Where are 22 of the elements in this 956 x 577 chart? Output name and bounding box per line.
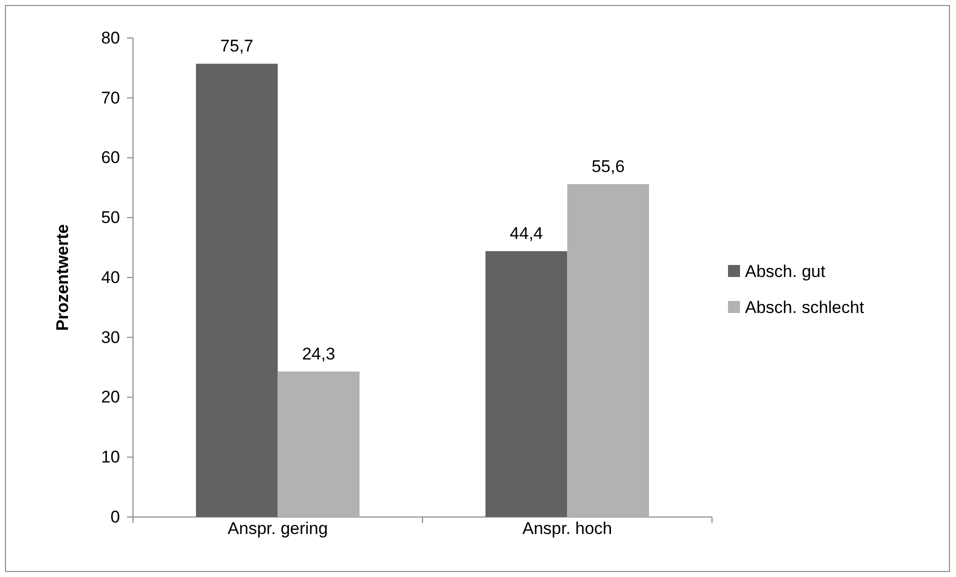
- x-tick-label: Anspr. gering: [228, 519, 328, 538]
- y-tick-label: 50: [101, 208, 120, 228]
- y-tick-label: 40: [101, 268, 120, 287]
- bar: [196, 64, 278, 517]
- x-tick-label: Anspr. hoch: [522, 519, 612, 538]
- y-tick-label: 20: [101, 388, 120, 407]
- y-tick-label: 10: [101, 448, 120, 467]
- data-label: 44,4: [510, 224, 543, 244]
- data-label: 55,6: [592, 157, 625, 176]
- data-label: 75,7: [220, 36, 254, 56]
- y-tick-label: 60: [101, 148, 120, 168]
- bar: [278, 372, 360, 517]
- legend-label: Absch. gut: [745, 262, 826, 281]
- y-tick-label: 30: [101, 328, 120, 347]
- y-tick-label: 80: [101, 28, 120, 48]
- y-tick-label: 70: [101, 88, 120, 108]
- bar: [485, 251, 568, 517]
- legend-label: Absch. schlecht: [745, 298, 864, 317]
- y-tick-label: 0: [110, 507, 120, 526]
- data-label: 24,3: [302, 344, 336, 364]
- y-axis-title: Prozentwerte: [53, 224, 72, 331]
- bar: [567, 184, 650, 517]
